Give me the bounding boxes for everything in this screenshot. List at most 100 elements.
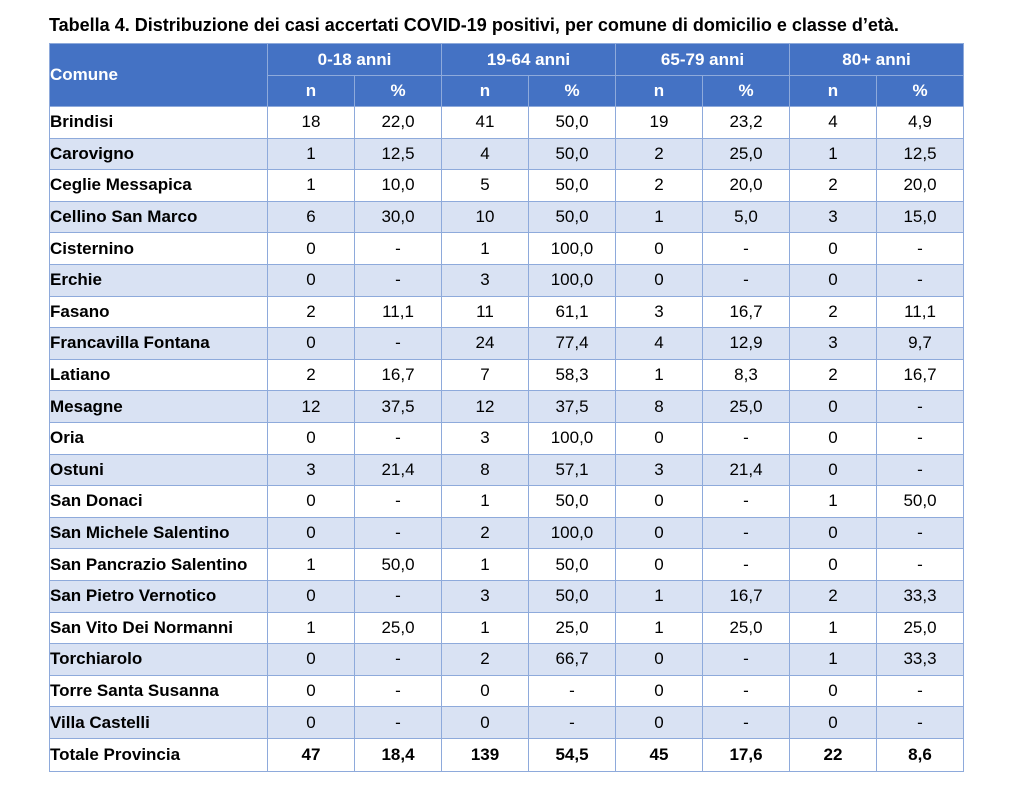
- comune-name: Cellino San Marco: [49, 200, 268, 234]
- cell-percent: -: [876, 453, 964, 487]
- cell-count: 0: [789, 390, 877, 423]
- cell-percent: -: [354, 421, 442, 455]
- cell-percent: 12,5: [354, 137, 442, 171]
- table-row: Cisternino 0-1 100,0 0-0-: [49, 232, 964, 265]
- cell-percent: -: [702, 548, 790, 581]
- subheader-percent: %: [354, 75, 442, 107]
- subheader-n: n: [789, 75, 877, 107]
- cell-count: 1: [267, 169, 355, 202]
- cell-count: 2: [615, 137, 703, 171]
- table-row: Brindisi 18 22,0 41 50,0 19 23,2 4 4,9: [49, 106, 964, 139]
- cell-count: 10: [441, 200, 529, 234]
- cell-percent: 21,4: [702, 453, 790, 487]
- cell-count: 0: [441, 674, 529, 708]
- comune-name: Torre Santa Susanna: [49, 674, 268, 708]
- cell-count: 1: [615, 358, 703, 392]
- cell-percent: -: [354, 485, 442, 518]
- cell-percent: 23,2: [702, 106, 790, 139]
- cell-count: 2: [267, 295, 355, 329]
- cell-count: 12: [441, 390, 529, 423]
- cell-percent: 50,0: [528, 485, 616, 518]
- comune-name: San Vito Dei Normanni: [49, 611, 268, 645]
- cell-percent: 10,0: [354, 169, 442, 202]
- cell-count: 0: [789, 263, 877, 297]
- cell-count: 0: [789, 674, 877, 708]
- cell-percent: 21,4: [354, 453, 442, 487]
- cell-percent: 12,9: [702, 327, 790, 360]
- cell-percent: -: [876, 548, 964, 581]
- cell-count: 45: [615, 737, 703, 772]
- header-comune: Comune: [49, 43, 268, 107]
- cell-count: 1: [441, 485, 529, 518]
- comune-name: Ostuni: [49, 453, 268, 487]
- cell-percent: -: [354, 579, 442, 613]
- comune-name: Oria: [49, 421, 268, 455]
- table-caption: Tabella 4. Distribuzione dei casi accert…: [49, 15, 899, 35]
- cell-percent: 5,0: [702, 200, 790, 234]
- cell-count: 0: [789, 421, 877, 455]
- cell-count: 1: [789, 137, 877, 171]
- cell-percent: 100,0: [528, 516, 616, 550]
- cell-percent: 100,0: [528, 232, 616, 265]
- cell-percent: 33,3: [876, 643, 964, 676]
- header-group-0-18: 0-18 anni: [267, 43, 442, 76]
- cell-percent: -: [702, 516, 790, 550]
- cell-percent: -: [702, 643, 790, 676]
- cell-percent: -: [528, 674, 616, 708]
- cell-count: 24: [441, 327, 529, 360]
- cell-count: 2: [441, 643, 529, 676]
- subheader-n: n: [615, 75, 703, 107]
- table-row: Torchiarolo 0-2 66,7 0-1 33,3: [49, 643, 964, 676]
- table-row: Carovigno 1 12,5 4 50,0 2 25,0 1 12,5: [49, 137, 964, 171]
- header-group-65-79: 65-79 anni: [615, 43, 790, 76]
- cell-count: 2: [789, 579, 877, 613]
- cell-count: 0: [615, 485, 703, 518]
- cell-count: 2: [789, 358, 877, 392]
- cell-percent: 50,0: [528, 548, 616, 581]
- cell-count: 1: [441, 548, 529, 581]
- cell-percent: 20,0: [876, 169, 964, 202]
- cell-percent: -: [354, 706, 442, 739]
- cell-percent: 25,0: [528, 611, 616, 645]
- cell-count: 0: [267, 579, 355, 613]
- cell-percent: 50,0: [528, 169, 616, 202]
- cell-percent: 37,5: [354, 390, 442, 423]
- cell-count: 6: [267, 200, 355, 234]
- cell-count: 0: [267, 232, 355, 265]
- cell-count: 2: [267, 358, 355, 392]
- cell-count: 139: [441, 737, 529, 772]
- cell-count: 0: [789, 516, 877, 550]
- comune-name: Latiano: [49, 358, 268, 392]
- cell-count: 0: [267, 263, 355, 297]
- cell-percent: 61,1: [528, 295, 616, 329]
- cell-count: 0: [615, 548, 703, 581]
- subheader-percent: %: [702, 75, 790, 107]
- cell-percent: 11,1: [354, 295, 442, 329]
- cell-count: 0: [267, 643, 355, 676]
- cell-percent: 33,3: [876, 579, 964, 613]
- cell-percent: -: [702, 421, 790, 455]
- cell-percent: 100,0: [528, 421, 616, 455]
- comune-name: San Pietro Vernotico: [49, 579, 268, 613]
- table-row: San Pancrazio Salentino 1 50,0 1 50,0 0-0-: [49, 548, 964, 581]
- cell-percent: 16,7: [702, 579, 790, 613]
- comune-name: Brindisi: [49, 106, 268, 139]
- cell-count: 4: [615, 327, 703, 360]
- cell-count: 1: [441, 232, 529, 265]
- cell-count: 0: [267, 674, 355, 708]
- cell-count: 7: [441, 358, 529, 392]
- cell-count: 0: [615, 516, 703, 550]
- cell-count: 5: [441, 169, 529, 202]
- cell-percent: 16,7: [702, 295, 790, 329]
- cell-percent: -: [354, 327, 442, 360]
- cell-count: 8: [615, 390, 703, 423]
- cell-count: 0: [615, 674, 703, 708]
- cell-count: 47: [267, 737, 355, 772]
- subheader-n: n: [267, 75, 355, 107]
- cell-count: 1: [441, 611, 529, 645]
- cell-percent: -: [702, 706, 790, 739]
- cell-percent: -: [702, 485, 790, 518]
- cell-percent: -: [354, 516, 442, 550]
- table-row: Ostuni 3 21,4 8 57,1 3 21,4 0-: [49, 453, 964, 487]
- cell-percent: -: [876, 674, 964, 708]
